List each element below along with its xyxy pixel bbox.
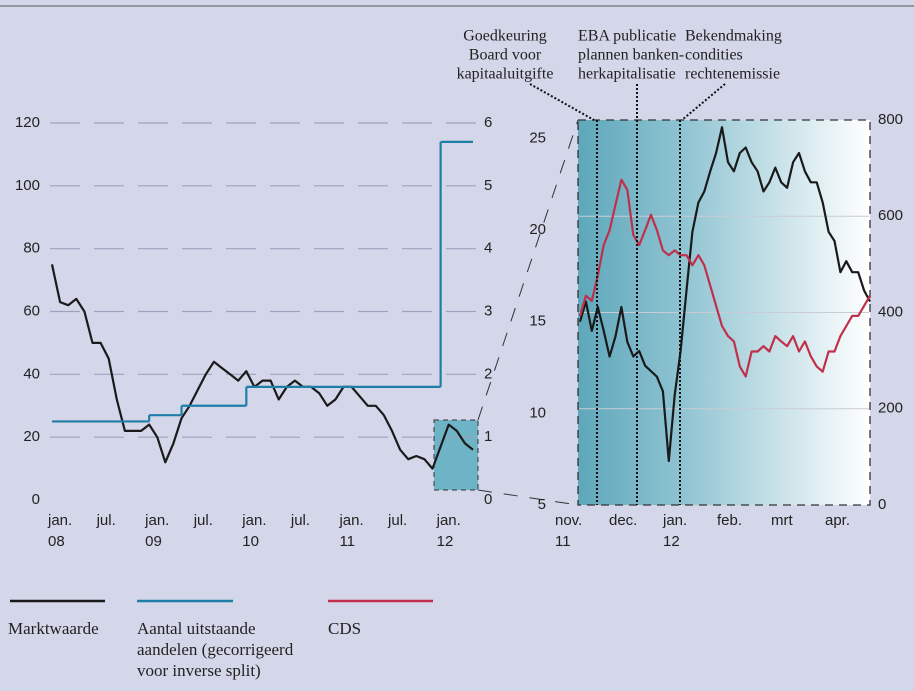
legend-label: Aantal uitstaande aandelen (gecorrigeerd… [137, 619, 294, 680]
legend-label: Marktwaarde [8, 619, 99, 638]
y-tick-label: 15 [529, 313, 546, 330]
annotation-leader [681, 83, 726, 121]
x-tick-label: jul. [387, 512, 407, 529]
x-tick-year: 12 [437, 533, 454, 550]
annotation: plannen banken- [578, 47, 684, 64]
x-tick-label: jan. [47, 512, 72, 529]
x-tick-year: 10 [242, 533, 259, 550]
annotation: Bekendmaking [685, 28, 782, 45]
x-tick-label: feb. [717, 512, 742, 529]
zoom-connector [477, 489, 579, 506]
y2-tick-label: 4 [484, 240, 492, 257]
y-tick-label: 0 [32, 491, 40, 508]
y2-tick-label: 0 [878, 496, 886, 513]
x-tick-label: jan. [436, 512, 461, 529]
y-tick-label: 60 [23, 302, 40, 319]
y-tick-label: 100 [15, 177, 40, 194]
x-tick-label: mrt [771, 512, 793, 529]
y-tick-label: 10 [529, 404, 546, 421]
zoom-connector [477, 119, 579, 421]
y2-tick-label: 800 [878, 111, 903, 128]
annotation-leader [529, 83, 595, 121]
x-tick-year: 12 [663, 533, 680, 550]
y-tick-label: 120 [15, 114, 40, 131]
y2-tick-label: 0 [484, 491, 492, 508]
annotation: EBA publicatie [578, 28, 676, 45]
x-tick-label: jan. [144, 512, 169, 529]
y2-tick-label: 3 [484, 302, 492, 319]
x-tick-label: jan. [241, 512, 266, 529]
y-tick-label: 20 [23, 428, 40, 445]
x-tick-year: 08 [48, 533, 65, 550]
annotation: Board voor [469, 47, 542, 64]
x-tick-label: jul. [290, 512, 310, 529]
x-tick-year: 09 [145, 533, 162, 550]
y-tick-label: 80 [23, 240, 40, 257]
annotation: kapitaaluitgifte [457, 66, 554, 83]
y-tick-label: 25 [529, 129, 546, 146]
y2-tick-label: 5 [484, 177, 492, 194]
legend-label: CDS [328, 619, 362, 638]
y2-tick-label: 6 [484, 114, 492, 131]
y2-tick-label: 200 [878, 400, 903, 417]
annotation: condities [685, 47, 743, 64]
y-tick-label: 40 [23, 365, 40, 382]
y-tick-label: 5 [538, 496, 546, 513]
y2-tick-label: 2 [484, 365, 492, 382]
series-line [578, 126, 871, 463]
series-line [50, 264, 474, 470]
y2-tick-label: 1 [484, 428, 492, 445]
y2-tick-label: 600 [878, 207, 903, 224]
x-tick-year: 11 [339, 533, 355, 550]
x-tick-label: jan. [662, 512, 687, 529]
annotation: herkapitalisatie [578, 66, 676, 83]
x-tick-label: jul. [96, 512, 116, 529]
annotation: rechtenemissie [685, 66, 780, 83]
x-tick-label: jan. [338, 512, 363, 529]
x-tick-year: 11 [555, 533, 571, 550]
y-tick-label: 20 [529, 221, 546, 238]
x-tick-label: jul. [193, 512, 213, 529]
series-line [578, 178, 871, 378]
y2-tick-label: 400 [878, 303, 903, 320]
x-tick-label: apr. [825, 512, 850, 529]
x-tick-label: dec. [609, 512, 637, 529]
annotation: Goedkeuring [463, 28, 547, 45]
x-tick-label: nov. [555, 512, 582, 529]
